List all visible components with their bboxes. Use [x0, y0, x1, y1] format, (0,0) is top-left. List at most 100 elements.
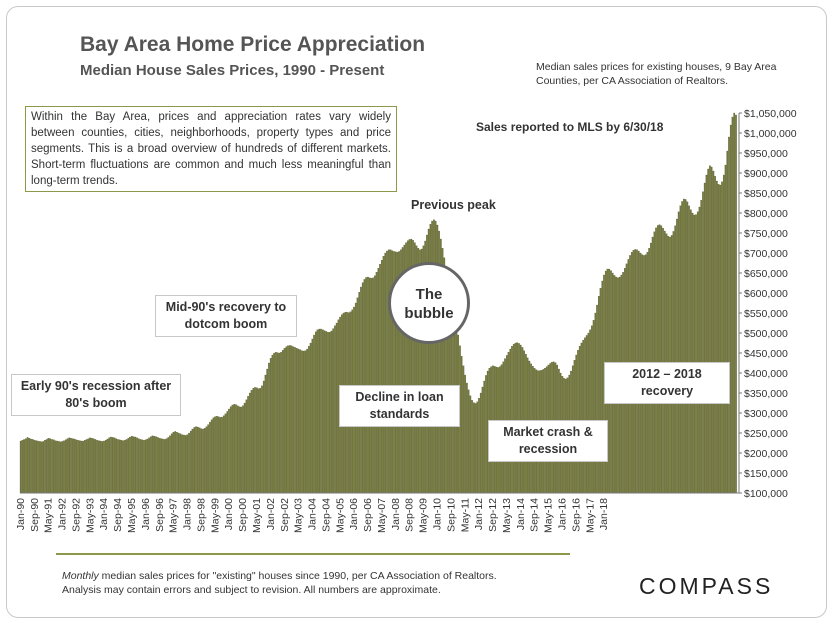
bar	[662, 228, 664, 494]
x-tick-label: Sep-98	[195, 498, 207, 532]
bar	[146, 438, 149, 494]
bar	[108, 437, 111, 494]
previous-peak-label: Previous peak	[411, 198, 496, 212]
bar	[512, 344, 515, 494]
bubble-callout: The bubble	[388, 262, 470, 344]
footer-note-line2: Analysis may contain errors and subject …	[62, 584, 441, 596]
x-tick-label: May-03	[293, 498, 305, 533]
bar	[731, 116, 734, 494]
bar	[594, 312, 597, 494]
x-tick-label: May-15	[543, 498, 555, 533]
bar	[705, 174, 708, 494]
bar	[304, 350, 307, 494]
decline-loan-label: Decline in loan standards	[339, 385, 460, 427]
x-tick-label: May-91	[43, 498, 55, 533]
bar	[49, 438, 52, 494]
bar	[332, 328, 335, 494]
intro-text-box: Within the Bay Area, prices and apprecia…	[25, 106, 397, 192]
bar	[66, 438, 69, 494]
bar	[113, 437, 116, 494]
bar	[464, 374, 466, 494]
bar	[21, 440, 24, 494]
bar	[724, 164, 727, 494]
x-tick-label: Sep-00	[237, 498, 249, 532]
bar	[238, 406, 241, 494]
x-tick-label: Jan-14	[515, 498, 527, 530]
x-tick-label: Sep-12	[487, 498, 499, 532]
bar	[163, 439, 166, 494]
x-tick-label: Jan-08	[390, 498, 402, 530]
bar	[240, 406, 242, 494]
x-tick-label: Sep-14	[529, 498, 541, 532]
y-tick-label: $1,000,000	[744, 128, 797, 140]
bar	[172, 432, 175, 494]
bar	[295, 348, 298, 494]
bar	[190, 430, 192, 494]
bar	[37, 440, 39, 494]
y-tick-label: $100,000	[744, 488, 788, 500]
x-tick-label: Jan-00	[223, 498, 235, 530]
bar	[85, 439, 88, 494]
bar	[236, 405, 239, 494]
bar	[40, 441, 43, 494]
y-tick-label: $400,000	[744, 368, 788, 380]
y-tick-label: $550,000	[744, 308, 788, 320]
bar	[481, 386, 484, 494]
bar	[271, 354, 274, 494]
bar	[153, 436, 156, 494]
bar	[282, 350, 284, 494]
y-tick-label: $700,000	[744, 248, 788, 260]
footer-note-emphasis: Monthly	[62, 570, 99, 582]
bar	[158, 438, 161, 494]
bar	[202, 428, 204, 494]
bar	[209, 422, 211, 494]
bar	[165, 438, 168, 494]
bar	[157, 437, 159, 494]
bar	[75, 439, 78, 494]
bar	[735, 114, 737, 494]
bar	[139, 439, 142, 494]
bar	[179, 433, 182, 494]
x-tick-label: Sep-04	[320, 498, 332, 532]
bar	[191, 428, 194, 494]
bar	[124, 440, 126, 494]
bar	[104, 440, 107, 494]
bar	[466, 382, 468, 494]
bar	[476, 401, 479, 494]
bar	[311, 338, 314, 494]
y-tick-label: $250,000	[744, 428, 788, 440]
x-tick-label: May-99	[209, 498, 221, 533]
bar	[302, 350, 305, 494]
bar	[519, 344, 522, 494]
bar	[474, 403, 477, 494]
bar	[193, 427, 196, 494]
bar	[294, 347, 296, 494]
bar	[52, 439, 55, 494]
x-tick-label: May-97	[168, 498, 180, 533]
bar	[717, 184, 720, 494]
x-tick-label: May-05	[334, 498, 346, 533]
bar	[33, 440, 36, 494]
bar	[379, 264, 381, 494]
y-tick-label: $600,000	[744, 288, 788, 300]
bar	[82, 440, 85, 494]
bar	[167, 437, 170, 494]
bar	[233, 404, 236, 494]
x-tick-label: Jan-06	[348, 498, 360, 530]
bar	[130, 436, 133, 494]
bar	[47, 438, 50, 494]
bar	[59, 441, 62, 494]
bar	[106, 438, 109, 494]
bar	[273, 352, 275, 494]
bar	[278, 352, 281, 494]
bar	[80, 440, 83, 494]
bar	[195, 426, 197, 494]
bar	[162, 438, 164, 494]
bar	[472, 402, 475, 494]
page-title: Bay Area Home Price Appreciation	[80, 33, 426, 56]
y-tick-label: $950,000	[744, 148, 788, 160]
y-tick-label: $750,000	[744, 228, 788, 240]
bar	[110, 436, 112, 494]
bar	[19, 440, 22, 494]
bar	[254, 387, 256, 494]
